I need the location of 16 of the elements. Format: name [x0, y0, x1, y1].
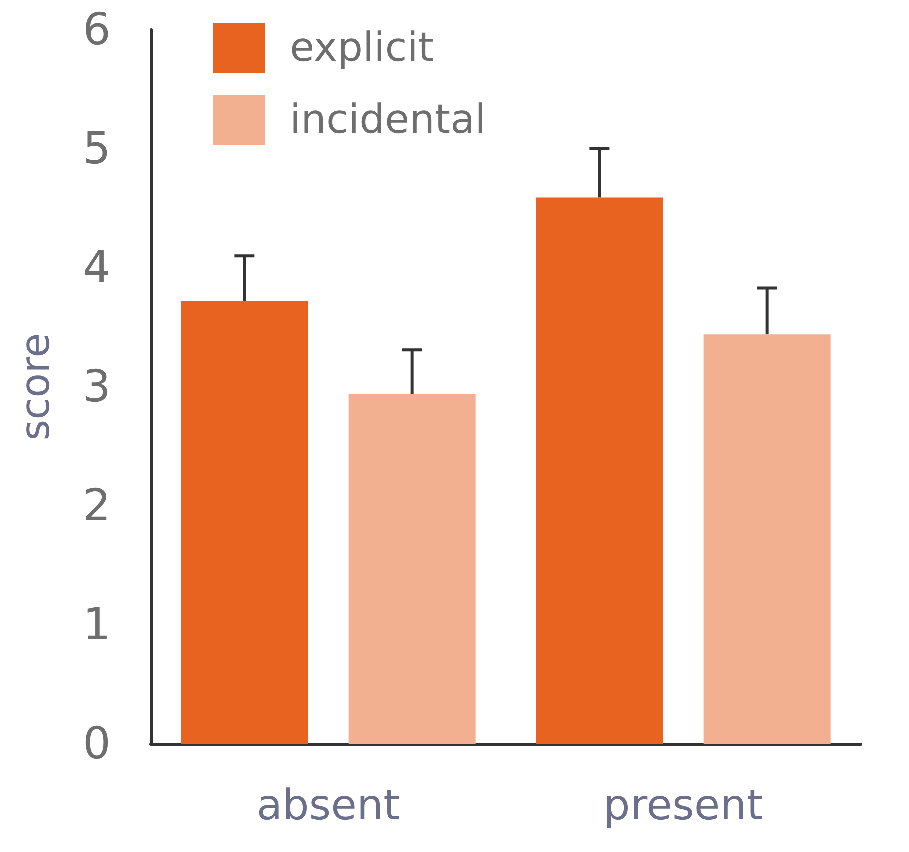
- y-tick-label: 0: [83, 718, 111, 770]
- y-tick-label: 6: [83, 4, 111, 56]
- y-tick-label: 1: [83, 600, 111, 650]
- legend-label: incidental: [290, 97, 486, 143]
- y-tick-label: 5: [83, 124, 111, 174]
- y-tick-label: 2: [83, 480, 111, 532]
- legend-label: explicit: [290, 25, 434, 71]
- bar: [348, 394, 476, 744]
- x-tick-label: absent: [256, 780, 400, 830]
- y-axis-title: score: [13, 333, 59, 441]
- bar: [536, 198, 664, 744]
- x-tick-label: present: [604, 780, 764, 830]
- bar: [704, 334, 831, 744]
- y-tick-label: 3: [83, 362, 111, 412]
- bar: [181, 301, 308, 744]
- y-tick-label: 4: [83, 242, 111, 294]
